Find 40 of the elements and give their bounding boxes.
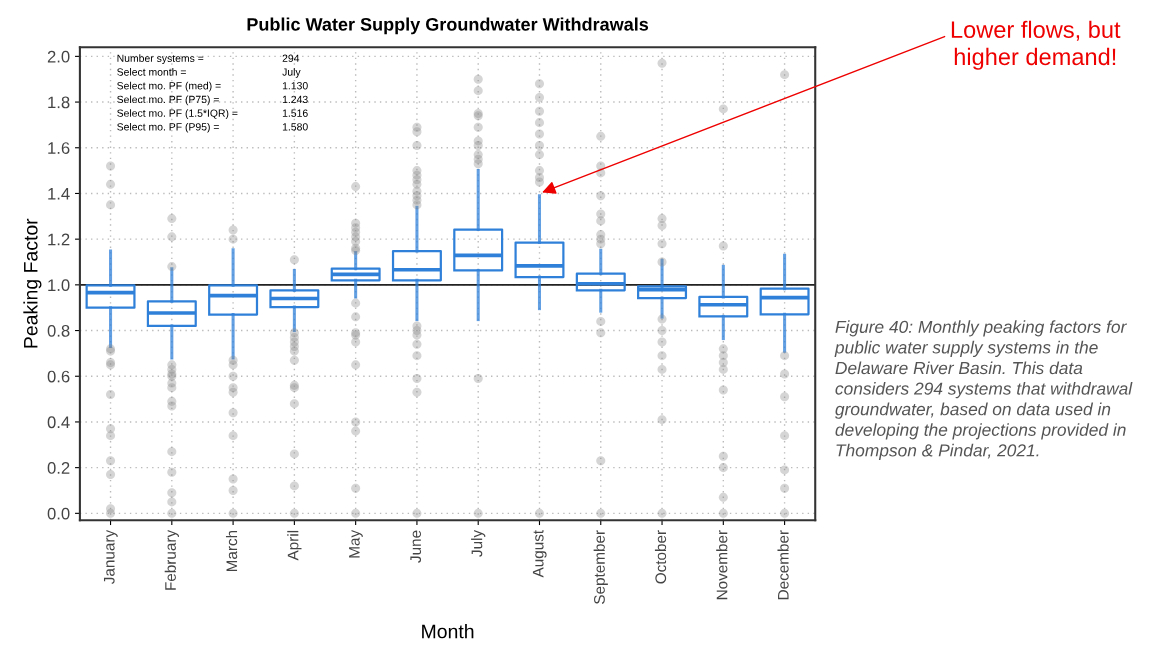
y-tick-label: 1.8 (48, 96, 70, 109)
annotation: Select mo. PF (med) = (117, 81, 221, 92)
annotation: July (282, 68, 301, 78)
caption: Figure 40: Monthly peaking factors for public water supply systems in the Delaware River Basin. This data considers 294 systems that withdrawal groundwater, based on data used in developing the projections provided in Thompson & Pindar, 2021. (834, 320, 1133, 460)
chart-title: Public Water Supply Groundwater Withdrawals (247, 17, 649, 35)
y-axis-title: Peaking Factor (23, 218, 42, 348)
annotation: 1.580 (282, 123, 308, 131)
annotation: 1.130 (282, 82, 308, 90)
y-tick-label: 0.2 (47, 462, 70, 474)
x-axis-title: Month (422, 624, 474, 639)
x-tick-label: April (287, 530, 302, 561)
x-tick-label: July (471, 529, 486, 557)
annotation: Select mo. PF (P75) = (117, 95, 219, 106)
x-tick-label: October (654, 530, 667, 584)
y-tick-label: 0.4 (47, 416, 70, 429)
annotation: Select mo. PF (P95) = (117, 122, 219, 133)
x-tick-label: January (103, 529, 118, 585)
y-tick-label: 1.0 (48, 279, 70, 292)
annotation: 1.516 (282, 109, 308, 117)
annotation: Lower flows, but higher demand! (951, 20, 1121, 70)
x-tick-label: June (410, 530, 422, 563)
annotation: 1.243 (282, 95, 308, 104)
x-tick-label: March (225, 530, 238, 572)
y-tick-label: 2.0 (47, 50, 70, 63)
x-tick-label: September (593, 530, 608, 604)
y-tick-label: 0.6 (47, 370, 70, 383)
annotation: 294 (282, 54, 300, 62)
y-tick-label: 1.6 (48, 142, 70, 154)
x-tick-label: August (532, 530, 547, 578)
y-tick-label: 1.4 (48, 188, 70, 200)
x-tick-label: December (777, 530, 789, 600)
y-tick-label: 0.8 (47, 324, 70, 337)
x-tick-label: May (349, 529, 363, 558)
x-tick-label: November (716, 530, 728, 600)
annotation: Select mo. PF (1.5*IQR) = (117, 109, 238, 119)
x-tick-label: February (164, 529, 179, 590)
annotation: Number systems = (117, 54, 204, 65)
y-tick-label: 0.0 (47, 507, 70, 520)
y-tick-label: 1.2 (48, 233, 70, 246)
annotation: Select month = (117, 68, 186, 76)
